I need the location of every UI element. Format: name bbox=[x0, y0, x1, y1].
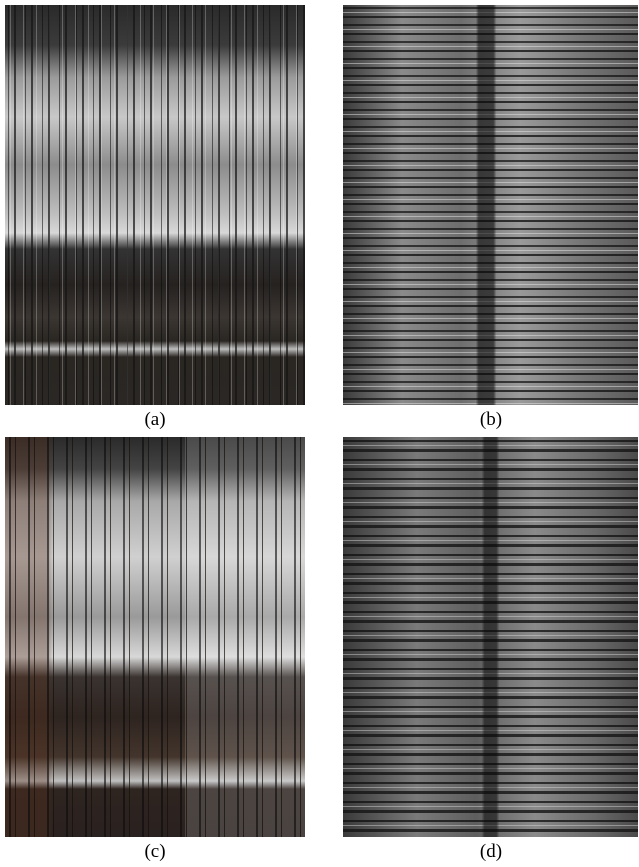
image-b bbox=[343, 5, 638, 405]
image-d bbox=[343, 437, 638, 837]
image-c bbox=[5, 437, 305, 837]
caption: (d) bbox=[479, 841, 503, 862]
caption: (b) bbox=[479, 409, 503, 430]
caption: (a) bbox=[144, 409, 166, 430]
image-a bbox=[5, 5, 305, 405]
caption: (c) bbox=[144, 841, 166, 862]
